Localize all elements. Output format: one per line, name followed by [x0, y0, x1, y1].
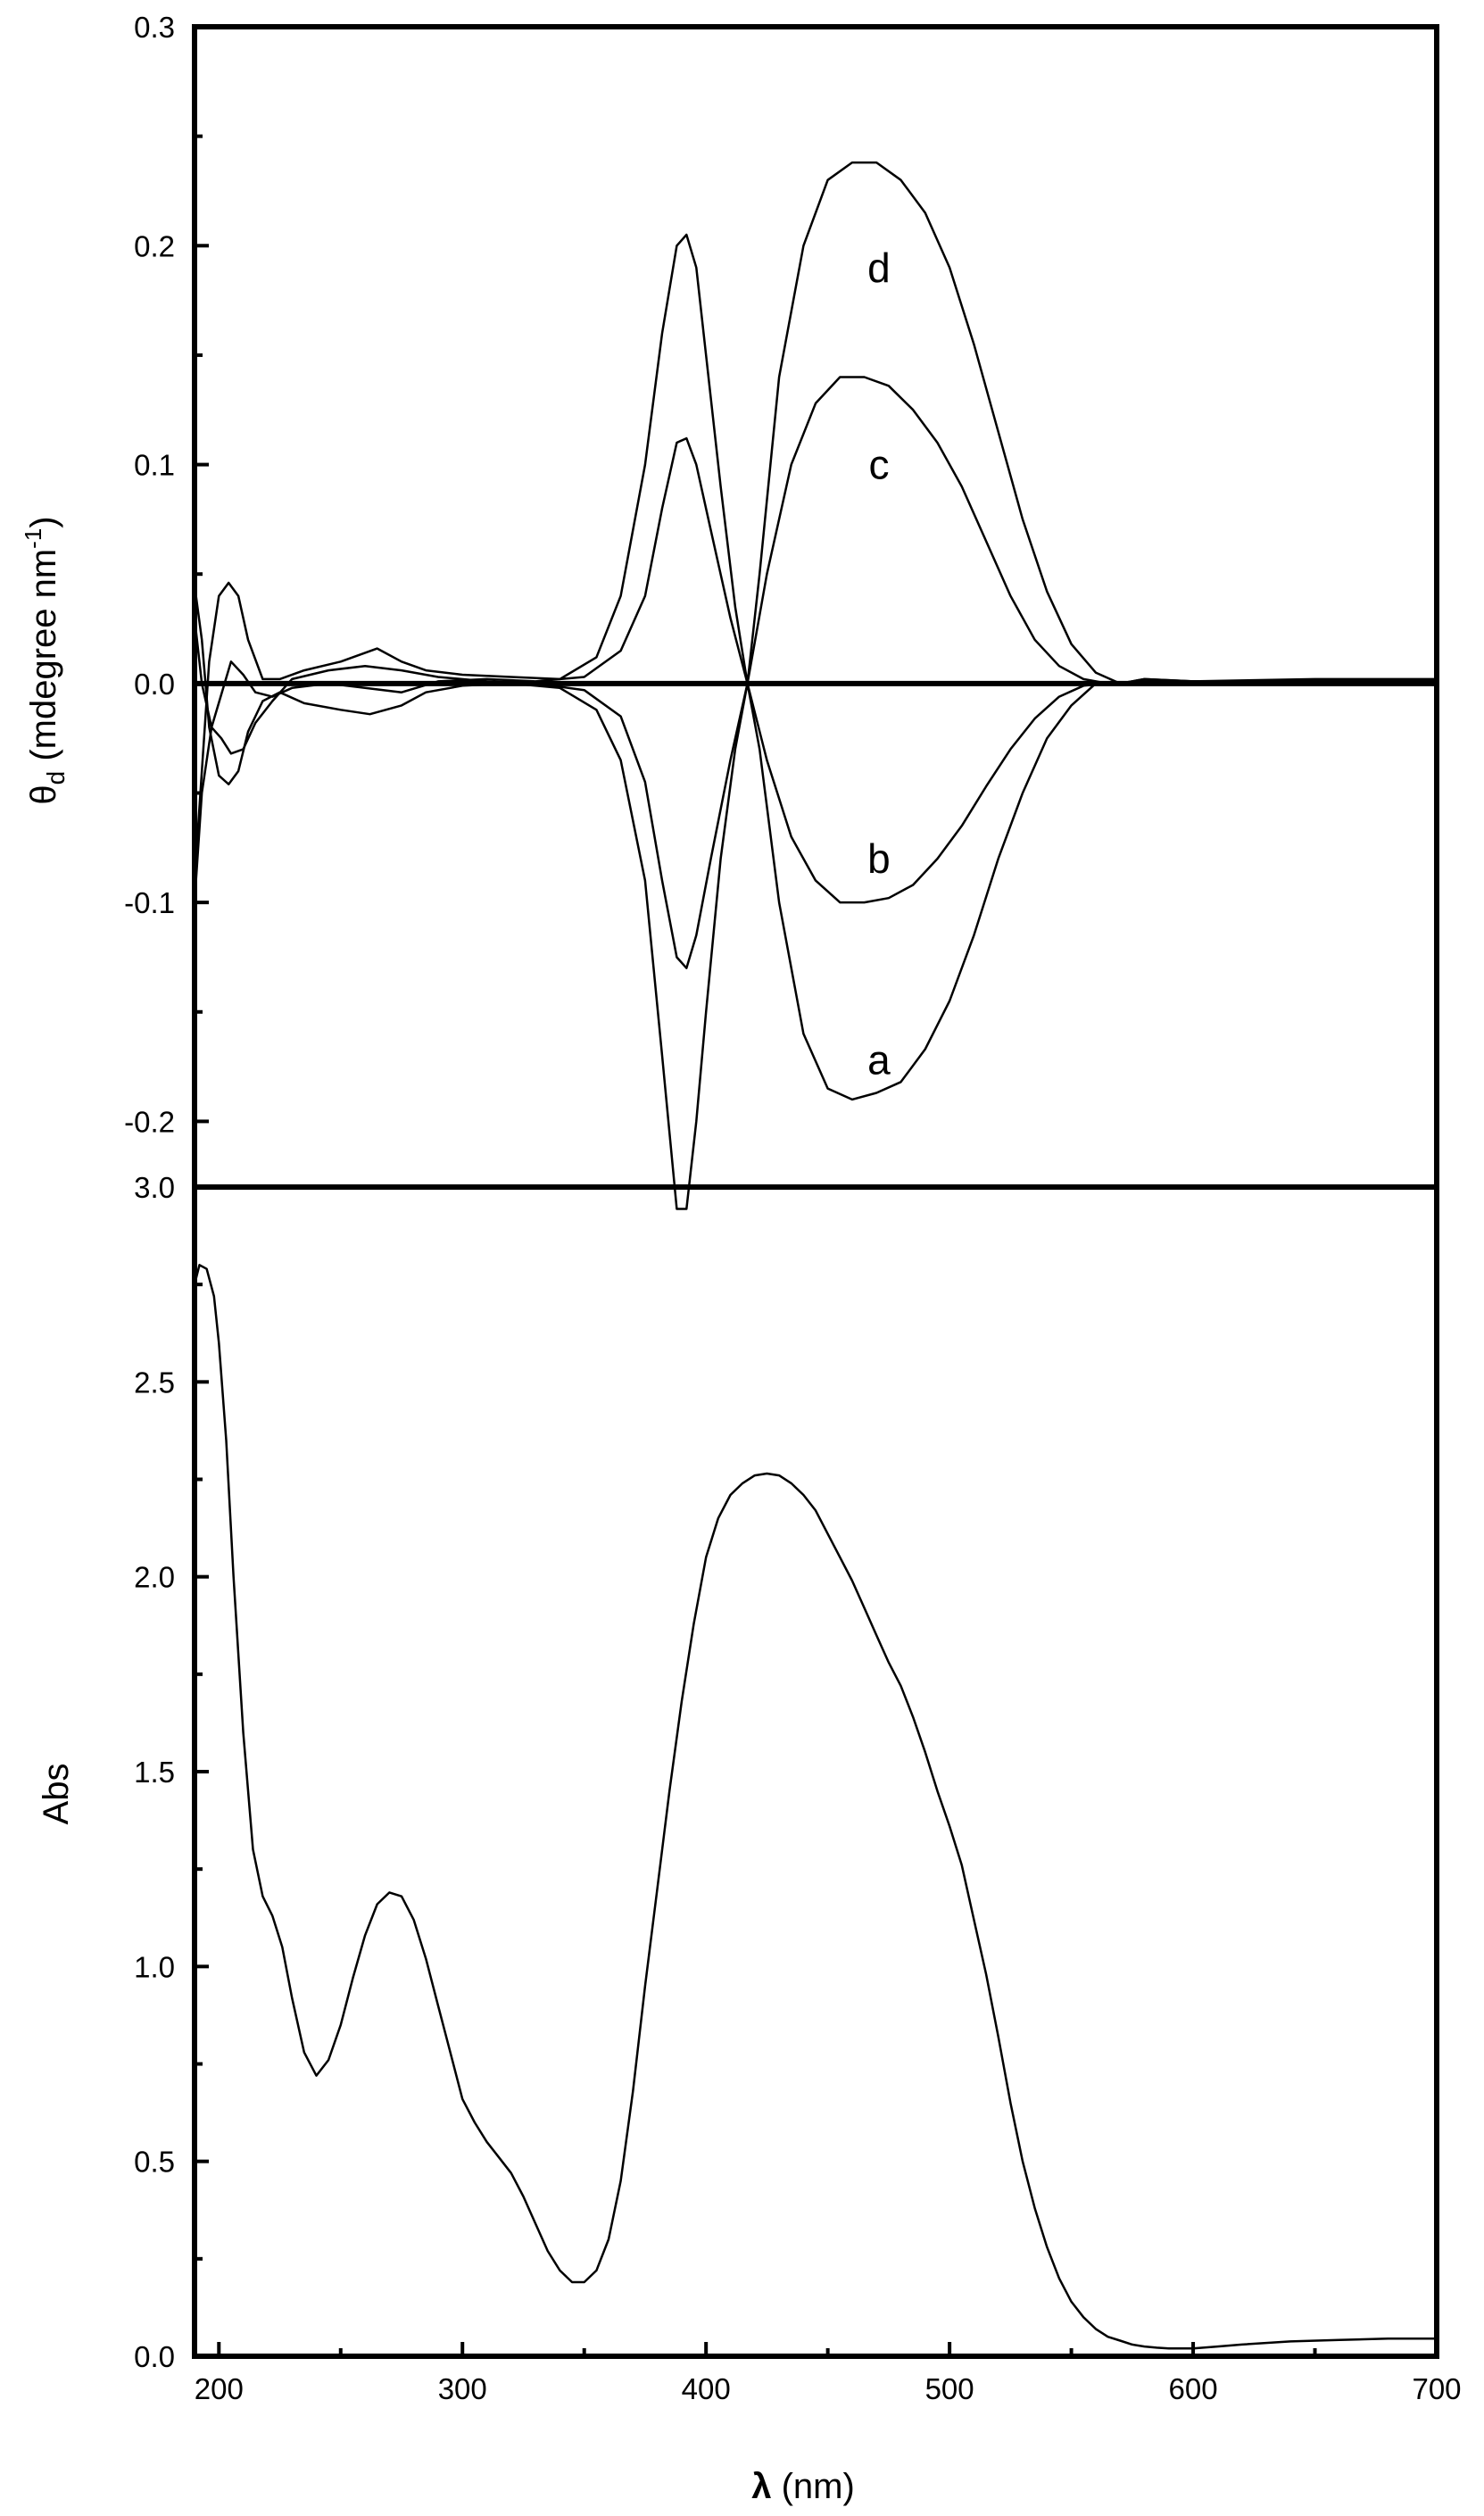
abs-y-tick-label: 1.0: [134, 1950, 175, 1983]
cd-series-label-b: b: [867, 835, 891, 882]
x-tick-label: 700: [1412, 2372, 1461, 2405]
cd-y-axis-title-units: (mdegree nm: [24, 549, 63, 771]
cd-y-tick-label: 0.1: [134, 449, 175, 482]
cd-y-tick-label: -0.2: [124, 1105, 175, 1138]
cd-y-tick-label: 0.2: [134, 229, 175, 262]
abs-y-tick-label: 0.0: [134, 2340, 175, 2373]
cd-y-tick-label: 0.3: [134, 11, 175, 44]
x-tick-label: 300: [438, 2372, 487, 2405]
abs-plot-frame: [192, 1184, 1439, 2359]
abs-y-tick-label: 0.5: [134, 2146, 175, 2179]
cd-y-axis-title-superscript: -1: [20, 528, 46, 549]
abs-y-tick-label: 2.5: [134, 1366, 175, 1399]
cd-y-axis-title: θd (mdegree nm-1): [20, 516, 70, 804]
cd-curve-a: [193, 584, 1438, 1210]
x-tick-label: 600: [1169, 2372, 1218, 2405]
cd-curve-b: [193, 664, 1438, 969]
x-axis-title-units: (nm): [771, 2467, 854, 2506]
axis-titles: θd (mdegree nm-1) Abs λ (nm): [20, 516, 855, 2506]
cd-y-axis-title-symbol: θ: [24, 785, 63, 804]
cd-y-axis-title-subscript: d: [42, 771, 70, 785]
x-tick-label: 500: [925, 2372, 974, 2405]
abs-y-tick-label: 3.0: [134, 1171, 175, 1204]
abs-y-tick-label: 2.0: [134, 1561, 175, 1594]
cd-series-label-a: a: [867, 1037, 891, 1084]
abs-plot: 0.0 0.5 1.0 1.5 2.0 2.5 3.0 200 300 400 500 600 700: [134, 1171, 1461, 2405]
cd-curve-c: [193, 376, 1438, 729]
abs-curve: [193, 1264, 1438, 2350]
cd-curve-d: [193, 161, 1438, 882]
cd-y-tick-label: 0.0: [134, 668, 175, 701]
cd-y-tick-label: -0.1: [124, 886, 175, 919]
x-axis-title-symbol: λ: [751, 2467, 771, 2506]
x-axis-title: λ (nm): [751, 2467, 855, 2506]
x-tick-label: 400: [682, 2372, 731, 2405]
cd-plot: -0.2 -0.1 0.0 0.1 0.2 0.3 a b c d: [124, 11, 1439, 1210]
abs-y-axis-title: Abs: [37, 1764, 76, 1825]
cd-series-label-c: c: [868, 442, 889, 488]
cd-y-axis-title-close: ): [24, 516, 63, 527]
abs-y-tick-label: 1.5: [134, 1756, 175, 1789]
cd-series-label-d: d: [867, 245, 891, 291]
cd-plot-frame: [192, 24, 1439, 1190]
x-tick-label: 200: [195, 2372, 244, 2405]
